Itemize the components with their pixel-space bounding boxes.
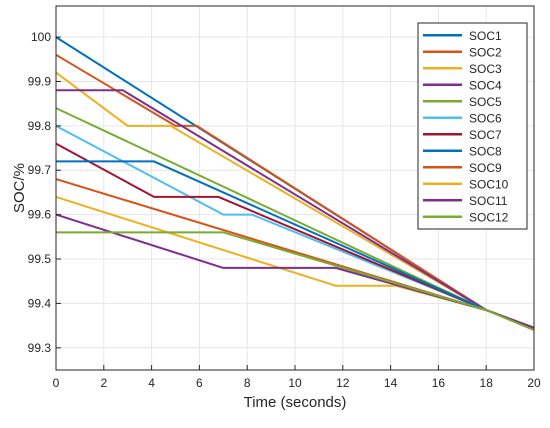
tick-layer: 0 2 4 6 8 10 12 14 16 18 20 99.3 99.4 99.5 99.6 99.7 99.… — [28, 30, 541, 390]
x-tick-label: 12 — [336, 376, 350, 390]
legend-label: SOC7 — [469, 128, 502, 142]
y-tick-label: 99.4 — [28, 296, 52, 310]
x-tick-label: 10 — [288, 376, 302, 390]
x-tick-label: 0 — [53, 376, 60, 390]
x-tick-label: 2 — [100, 376, 107, 390]
legend-label: SOC10 — [469, 177, 509, 191]
legend-label: SOC2 — [469, 45, 502, 59]
legend-label: SOC8 — [469, 144, 502, 158]
y-tick-label: 99.5 — [28, 252, 52, 266]
legend-label: SOC5 — [469, 95, 502, 109]
x-tick-label: 16 — [432, 376, 446, 390]
legend-label: SOC9 — [469, 161, 502, 175]
y-axis-title: SOC/% — [11, 163, 28, 213]
legend-label: SOC3 — [469, 62, 502, 76]
y-tick-label: 99.6 — [28, 208, 52, 222]
legend-label: SOC1 — [469, 29, 502, 43]
legend-box — [417, 22, 528, 230]
y-tick-label: 99.8 — [28, 119, 52, 133]
x-axis-title: Time (seconds) — [244, 394, 347, 411]
y-tick-label: 99.7 — [28, 163, 52, 177]
x-tick-label: 14 — [384, 376, 398, 390]
legend-label: SOC6 — [469, 111, 502, 125]
y-tick-label: 99.3 — [28, 341, 52, 355]
series-layer — [55, 36, 535, 331]
legend-label: SOC4 — [469, 78, 502, 92]
x-tick-label: 20 — [527, 376, 541, 390]
legend: SOC1 SOC2 SOC3 SOC4 SOC5 SOC6 SOC7 SOC8 SOC9 SOC1… — [417, 22, 528, 230]
legend-label: SOC11 — [469, 194, 508, 208]
x-tick-label: 18 — [480, 376, 494, 390]
y-tick-label: 99.9 — [28, 74, 52, 88]
x-tick-label: 8 — [244, 376, 251, 390]
y-tick-label: 100 — [31, 30, 51, 44]
series-line-soc12 — [56, 231, 535, 331]
x-tick-label: 6 — [196, 376, 203, 390]
legend-label: SOC12 — [469, 210, 509, 224]
x-tick-label: 4 — [148, 376, 155, 390]
